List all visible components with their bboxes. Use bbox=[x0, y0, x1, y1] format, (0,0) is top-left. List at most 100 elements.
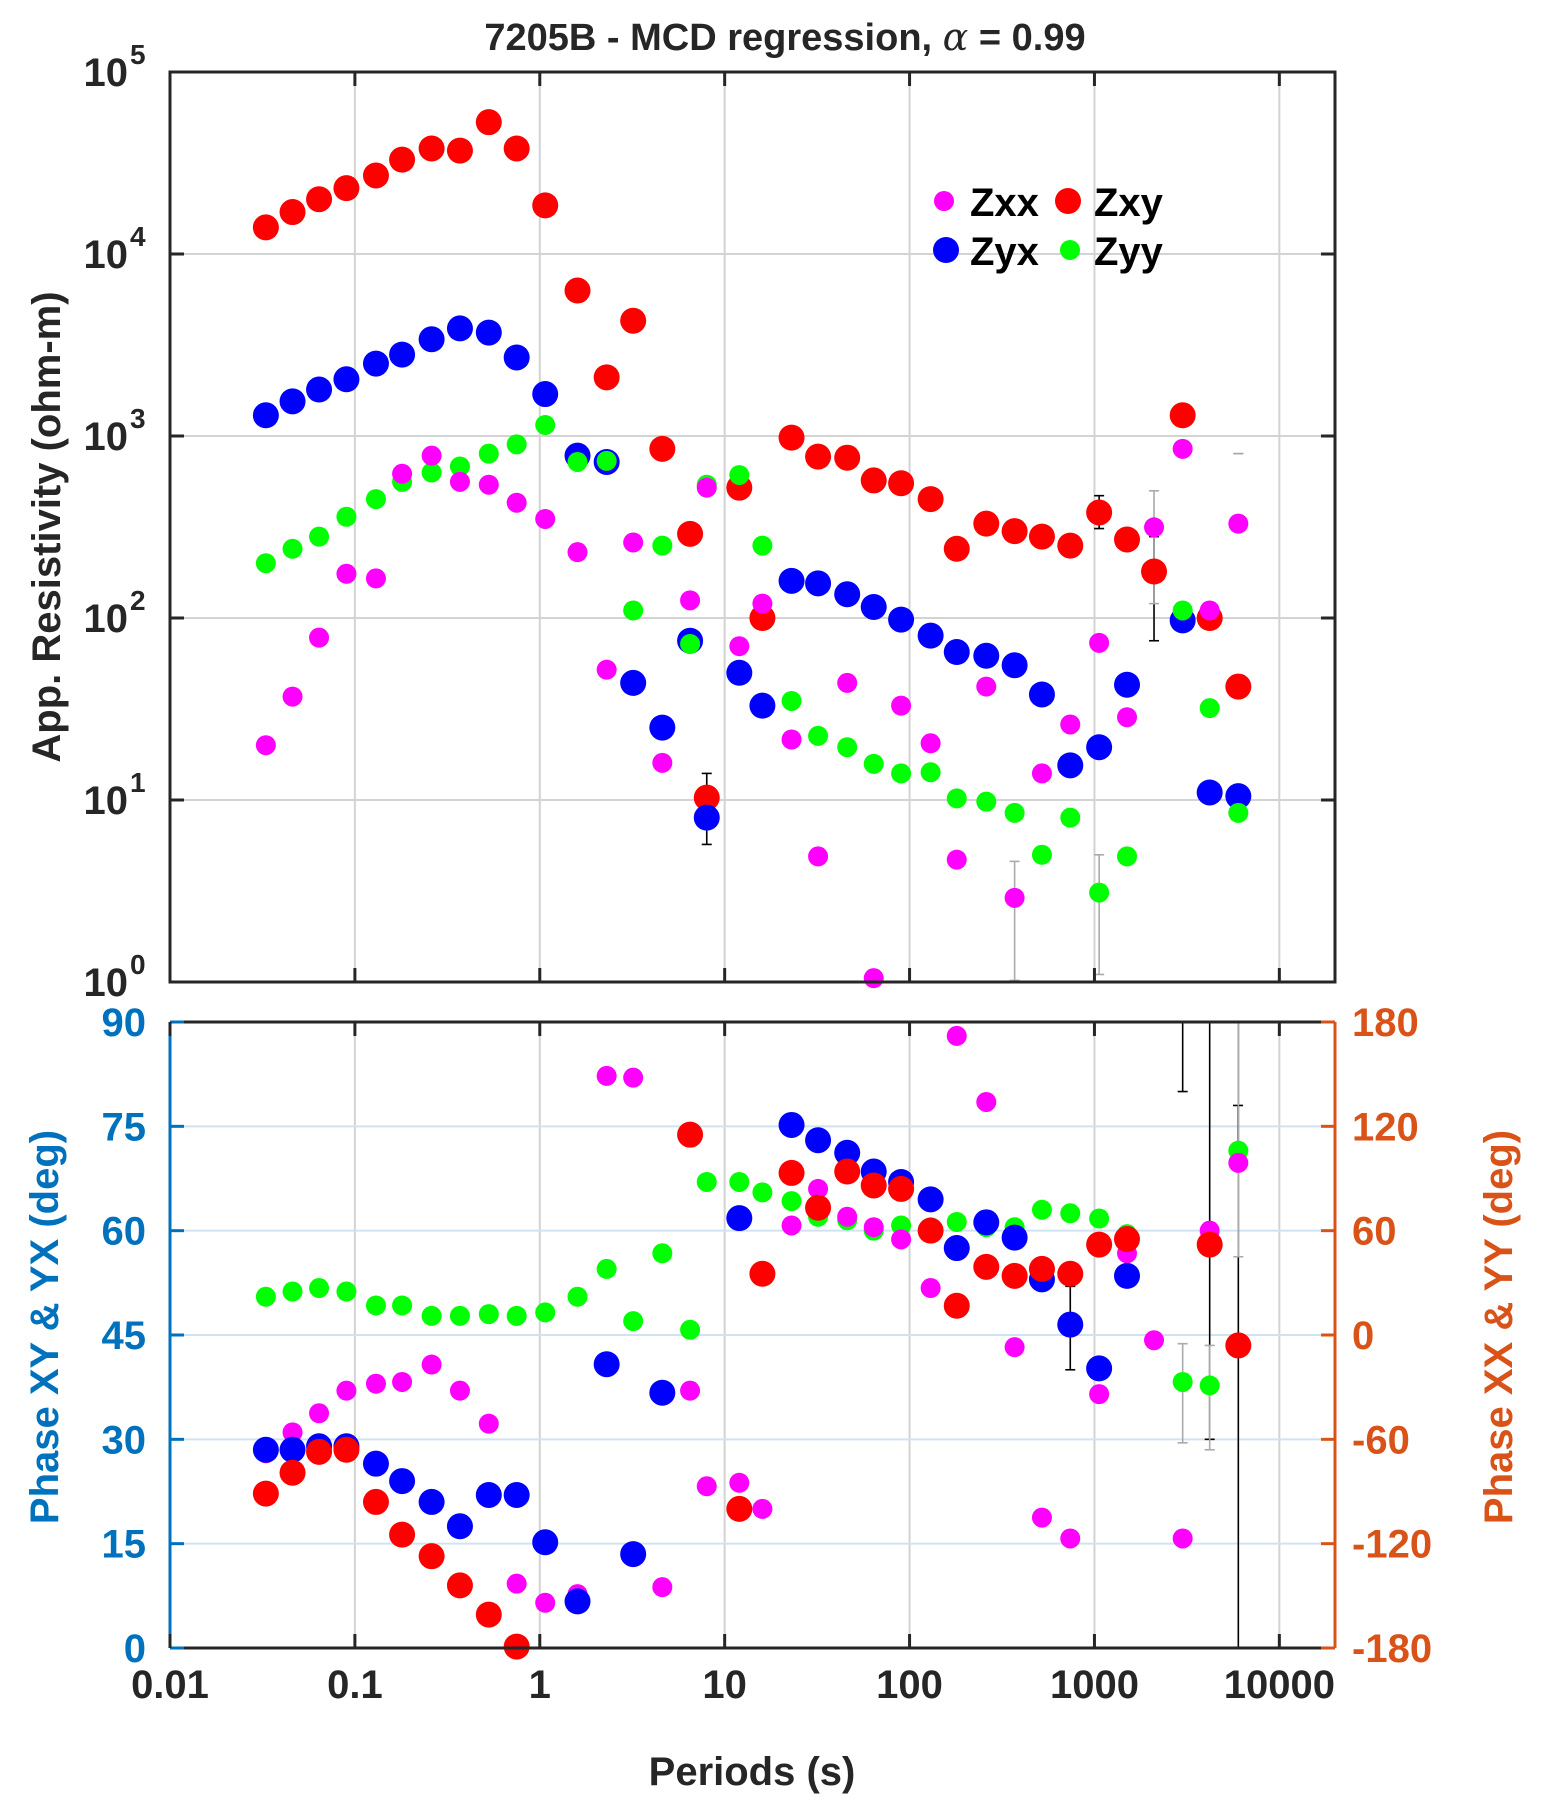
resistivity-y-tick-exponent: 2 bbox=[130, 585, 146, 616]
resistivity-point-zxy bbox=[943, 535, 970, 562]
phase-point-zxy bbox=[917, 1217, 944, 1244]
phase-point-zxy bbox=[279, 1459, 306, 1486]
resistivity-point-zxx bbox=[1031, 763, 1052, 784]
legend-marker-zyx bbox=[933, 237, 959, 263]
phase-point-zxy bbox=[1196, 1231, 1223, 1258]
resistivity-point-zxy bbox=[1114, 526, 1141, 553]
resistivity-point-zxy bbox=[1225, 673, 1252, 700]
resistivity-point-zxx bbox=[1117, 707, 1138, 728]
resistivity-point-zxy bbox=[446, 137, 473, 164]
resistivity-point-zyx bbox=[749, 692, 776, 719]
phase-point-zxy bbox=[1225, 1332, 1252, 1359]
phase-point-zxy bbox=[475, 1601, 502, 1628]
phase-right-tick-label: 60 bbox=[1352, 1210, 1397, 1254]
phase-point-zxy bbox=[1114, 1226, 1141, 1253]
period-x-axis-label: Periods (s) bbox=[649, 1750, 856, 1794]
resistivity-markers bbox=[252, 109, 1252, 989]
resistivity-point-zyy bbox=[752, 535, 773, 556]
resistivity-point-zyx bbox=[306, 376, 333, 403]
resistivity-point-zxy bbox=[333, 175, 360, 202]
resistivity-point-zxx bbox=[567, 542, 588, 563]
legend-marker-zyy bbox=[1060, 240, 1080, 260]
legend-marker-zxx bbox=[934, 191, 954, 211]
phase-point-zxx bbox=[535, 1592, 556, 1613]
resistivity-point-zyx bbox=[805, 570, 832, 597]
resistivity-point-zxy bbox=[418, 135, 445, 162]
phase-point-zxy bbox=[726, 1495, 753, 1522]
resistivity-point-zxx bbox=[1060, 714, 1081, 735]
resistivity-point-zyx bbox=[778, 567, 805, 594]
legend: Zxx Zxy Zyx Zyy bbox=[933, 181, 1164, 274]
resistivity-point-zxy bbox=[917, 486, 944, 513]
phase-point-zxx bbox=[506, 1573, 527, 1594]
resistivity-point-zxy bbox=[693, 784, 720, 811]
phase-point-zxx bbox=[680, 1380, 701, 1401]
legend-label-zyy: Zyy bbox=[1094, 230, 1164, 274]
resistivity-point-zxx bbox=[1144, 517, 1165, 538]
phase-point-zxx bbox=[1089, 1384, 1110, 1405]
phase-point-zyx bbox=[252, 1436, 279, 1463]
resistivity-point-zyy bbox=[808, 725, 829, 746]
resistivity-point-zxx bbox=[392, 463, 413, 484]
phase-grid bbox=[170, 1022, 1335, 1648]
phase-point-zyy bbox=[781, 1191, 802, 1212]
resistivity-point-zyy bbox=[596, 450, 617, 471]
resistivity-point-zyx bbox=[1086, 734, 1113, 761]
phase-point-zxx bbox=[392, 1371, 413, 1392]
phase-point-zyx bbox=[418, 1488, 445, 1515]
phase-point-zyx bbox=[834, 1139, 861, 1166]
phase-point-zyy bbox=[506, 1305, 527, 1326]
phase-point-zyx bbox=[389, 1468, 416, 1495]
period-x-tick-label: 10000 bbox=[1224, 1663, 1335, 1707]
phase-point-zyy bbox=[421, 1305, 442, 1326]
phase-point-zyy bbox=[696, 1171, 717, 1192]
phase-point-zxx bbox=[863, 1217, 884, 1238]
resistivity-point-zyy bbox=[365, 489, 386, 510]
phase-point-zyx bbox=[778, 1111, 805, 1138]
resistivity-point-zxy bbox=[1141, 558, 1168, 585]
resistivity-point-zxx bbox=[1089, 632, 1110, 653]
phase-right-tick-label: 180 bbox=[1352, 1001, 1419, 1045]
resistivity-point-zxx bbox=[1228, 513, 1249, 534]
phase-ticks: 0 15 30 45 60 75 90 -180 -120 -60 0 60 120 180 bbox=[102, 1001, 1433, 1671]
resistivity-point-zyy bbox=[336, 506, 357, 527]
resistivity-point-zyy bbox=[506, 434, 527, 455]
resistivity-y-axis-label: App. Resistivity (ohm-m) bbox=[25, 291, 69, 762]
phase-right-tick-label: 120 bbox=[1352, 1105, 1419, 1149]
resistivity-point-zxy bbox=[389, 146, 416, 173]
phase-point-zxx bbox=[729, 1472, 750, 1493]
phase-point-zxy bbox=[1001, 1262, 1028, 1289]
resistivity-point-zxy bbox=[620, 307, 647, 334]
resistivity-point-zyy bbox=[976, 791, 997, 812]
phase-point-zxx bbox=[696, 1476, 717, 1497]
phase-point-zyy bbox=[336, 1281, 357, 1302]
phase-point-zyy bbox=[365, 1295, 386, 1316]
resistivity-point-zxx bbox=[680, 590, 701, 611]
resistivity-point-zyy bbox=[421, 462, 442, 483]
phase-point-zxy bbox=[333, 1436, 360, 1463]
resistivity-point-zxx bbox=[365, 568, 386, 589]
phase-point-zxx bbox=[596, 1065, 617, 1086]
resistivity-point-zyy bbox=[680, 633, 701, 654]
resistivity-point-zyy bbox=[1004, 802, 1025, 823]
phase-right-tick-label: -60 bbox=[1352, 1418, 1410, 1462]
phase-point-zyx bbox=[805, 1127, 832, 1154]
phase-point-zxy bbox=[805, 1194, 832, 1221]
phase-point-zyy bbox=[729, 1171, 750, 1192]
resistivity-point-zyx bbox=[1225, 783, 1252, 810]
phase-point-zxx bbox=[920, 1278, 941, 1299]
phase-point-zyx bbox=[532, 1529, 559, 1556]
resistivity-point-zyx bbox=[503, 344, 530, 371]
resistivity-point-zyx bbox=[649, 714, 676, 741]
phase-point-zxy bbox=[306, 1438, 333, 1465]
resistivity-y-tick-label: 10 bbox=[84, 779, 129, 823]
phase-point-zyy bbox=[478, 1304, 499, 1325]
resistivity-point-zxx bbox=[976, 676, 997, 697]
resistivity-point-zxy bbox=[279, 199, 306, 226]
resistivity-point-zxy bbox=[1169, 402, 1196, 429]
resistivity-point-zxy bbox=[252, 214, 279, 241]
resistivity-y-tick-label: 10 bbox=[84, 51, 129, 95]
resistivity-y-tick-label: 10 bbox=[84, 415, 129, 459]
